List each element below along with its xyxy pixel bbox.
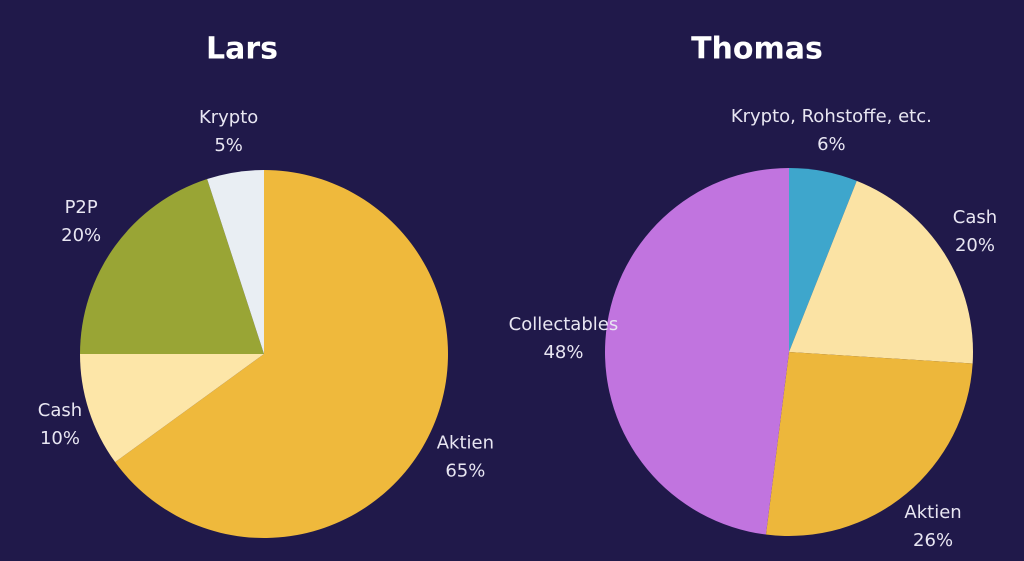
slice-value: 6%: [817, 134, 846, 155]
pie-slice: [765, 352, 973, 536]
slice-label: Collectables: [509, 314, 619, 335]
pie-slice: [115, 170, 449, 538]
slice-value: 5%: [214, 135, 243, 156]
slice-value: 48%: [543, 342, 583, 363]
slice-label: Cash: [38, 400, 82, 421]
pie-slice: [207, 170, 264, 354]
pie-slice: [789, 168, 857, 352]
slice-label: Aktien: [904, 502, 961, 523]
pie-slice: [80, 179, 264, 354]
slice-label: Aktien: [437, 433, 494, 454]
slice-label: Krypto, Rohstoffe, etc.: [731, 106, 932, 127]
slice-label: Cash: [953, 207, 997, 228]
chart-title: Thomas: [691, 32, 823, 67]
slice-value: 26%: [913, 530, 953, 551]
chart-title: Lars: [206, 32, 278, 67]
slice-label: Krypto: [199, 107, 258, 128]
slice-value: 65%: [445, 461, 485, 482]
slice-label: P2P: [65, 197, 98, 218]
slice-value: 10%: [40, 428, 80, 449]
slice-value: 20%: [955, 235, 995, 256]
pie-slice: [604, 168, 789, 535]
pie-slice: [80, 354, 264, 463]
pie-slice: [789, 180, 973, 364]
slice-value: 20%: [61, 225, 101, 246]
